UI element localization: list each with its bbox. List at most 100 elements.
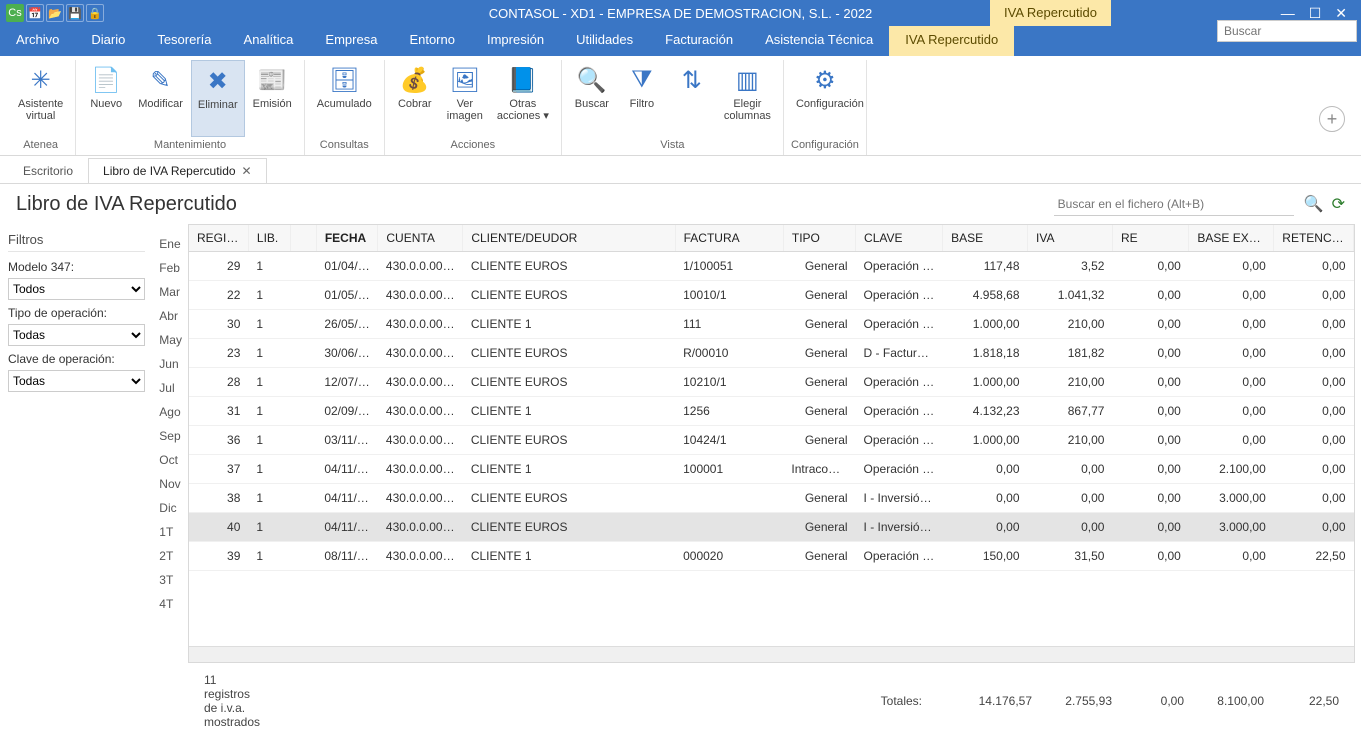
qat-lock-icon[interactable]: 🔒 [86,4,104,22]
menu-item-anal-tica[interactable]: Analítica [228,26,310,56]
cell-tipo: General [783,310,855,339]
col-ret[interactable]: RETENCIÓN [1274,225,1354,252]
qat-calendar-icon[interactable]: 📅 [26,4,44,22]
table-row[interactable]: 39108/11/…430.0.0.00001CLIENTE 1000020Ge… [189,542,1354,571]
month-2t[interactable]: 2T [153,544,188,568]
month-4t[interactable]: 4T [153,592,188,616]
ribbon-acumulado-button[interactable]: 🗄Acumulado [311,60,378,137]
col-cliente[interactable]: CLIENTE/DEUDOR [463,225,675,252]
col-cuenta[interactable]: CUENTA [378,225,463,252]
table-row[interactable]: 28112/07/…430.0.0.00000CLIENTE EUROS1021… [189,368,1354,397]
grid-search-input[interactable] [1054,192,1294,216]
table-row[interactable]: 36103/11/…430.0.0.00000CLIENTE EUROS1042… [189,426,1354,455]
cell-cliente: CLIENTE EUROS [463,281,675,310]
table-row[interactable]: 40104/11/…430.0.0.00000CLIENTE EUROSGene… [189,513,1354,542]
ribbon-configuracion-button[interactable]: ⚙Configuración [790,60,860,137]
table-row[interactable]: 22101/05/…430.0.0.00000CLIENTE EUROS1001… [189,281,1354,310]
ribbon-emision-button[interactable]: 📰Emisión [247,60,298,137]
cell-re: 0,00 [1112,368,1188,397]
doc-tab-libro-de-iva-repercutido[interactable]: Libro de IVA Repercutido✕ [88,158,267,183]
col-re[interactable]: RE [1112,225,1188,252]
month-nov[interactable]: Nov [153,472,188,496]
col-factura[interactable]: FACTURA [675,225,783,252]
cell-regist: 36 [189,426,248,455]
cell-cuenta: 430.0.0.00001 [378,310,463,339]
menu-item-diario[interactable]: Diario [75,26,141,56]
ribbon-ver-imagen-button[interactable]: 🖼Verimagen [441,60,489,137]
table-row[interactable]: 37104/11/…430.0.0.00001CLIENTE 1100001In… [189,455,1354,484]
menu-item-archivo[interactable]: Archivo [0,26,75,56]
month-sep[interactable]: Sep [153,424,188,448]
add-tab-button[interactable]: + [1319,106,1345,132]
maximize-button[interactable]: ☐ [1309,5,1322,22]
ribbon-modificar-button[interactable]: ✎Modificar [132,60,189,137]
menubar-search-input[interactable] [1217,20,1357,42]
ribbon-eliminar-button[interactable]: ✖Eliminar [191,60,245,137]
col-baseex[interactable]: BASE EXENTA [1189,225,1274,252]
doc-tab-escritorio[interactable]: Escritorio [8,158,88,183]
month-may[interactable]: May [153,328,188,352]
month-jun[interactable]: Jun [153,352,188,376]
cell-fecha: 03/11/… [316,426,378,455]
cell-regist: 23 [189,339,248,368]
col-lib[interactable]: LIB. [248,225,290,252]
search-icon[interactable]: 🔍 [1304,194,1324,214]
qat-save-icon[interactable]: 💾 [66,4,84,22]
qat-open-icon[interactable]: 📂 [46,4,64,22]
col-iva[interactable]: IVA [1028,225,1113,252]
menu-item-facturaci-n[interactable]: Facturación [649,26,749,56]
month-abr[interactable]: Abr [153,304,188,328]
refresh-icon[interactable]: ⟳ [1332,194,1345,214]
month-ago[interactable]: Ago [153,400,188,424]
menu-item-asistencia-t-cnica[interactable]: Asistencia Técnica [749,26,889,56]
modelo347-select[interactable]: Todos [8,278,145,300]
qat-app-icon[interactable]: Cs [6,4,24,22]
month-3t[interactable]: 3T [153,568,188,592]
col-regist[interactable]: REGIST… [189,225,248,252]
month-ene[interactable]: Ene [153,232,188,256]
ribbon-columnas-button[interactable]: ▥Elegircolumnas [718,60,777,137]
month-dic[interactable]: Dic [153,496,188,520]
menu-item-tesorer-a[interactable]: Tesorería [141,26,227,56]
ribbon-filtro-button[interactable]: ⧩Filtro [618,60,666,137]
menu-item-iva-repercutido[interactable]: IVA Repercutido [889,26,1014,56]
cell-base: 0,00 [943,513,1028,542]
cell-cliente: CLIENTE EUROS [463,252,675,281]
cell-factura: 100001 [675,455,783,484]
minimize-button[interactable]: — [1281,5,1295,22]
month-mar[interactable]: Mar [153,280,188,304]
month-1t[interactable]: 1T [153,520,188,544]
table-row[interactable]: 30126/05/…430.0.0.00001CLIENTE 1111Gener… [189,310,1354,339]
table-row[interactable]: 31102/09/…430.0.0.00001CLIENTE 11256Gene… [189,397,1354,426]
table-row[interactable]: 29101/04/…430.0.0.00000CLIENTE EUROS1/10… [189,252,1354,281]
month-oct[interactable]: Oct [153,448,188,472]
cell-cliente: CLIENTE 1 [463,310,675,339]
menu-item-impresi-n[interactable]: Impresión [471,26,560,56]
menu-item-entorno[interactable]: Entorno [393,26,471,56]
close-tab-icon[interactable]: ✕ [242,164,252,178]
horizontal-scrollbar[interactable] [189,646,1354,662]
ribbon-orden-button[interactable]: ⇅ [668,60,716,137]
tipo-operacion-select[interactable]: Todas [8,324,145,346]
clave-operacion-select[interactable]: Todas [8,370,145,392]
col-tipo[interactable]: TIPO [783,225,855,252]
ribbon-nuevo-button[interactable]: 📄Nuevo [82,60,130,137]
col-fecha[interactable]: FECHA [316,225,378,252]
ribbon-cobrar-button[interactable]: 💰Cobrar [391,60,439,137]
col-clave[interactable]: CLAVE [856,225,943,252]
table-row[interactable]: 23130/06/…430.0.0.00000CLIENTE EUROSR/00… [189,339,1354,368]
col-spacer[interactable] [291,225,316,252]
month-jul[interactable]: Jul [153,376,188,400]
col-base[interactable]: BASE [943,225,1028,252]
menu-item-empresa[interactable]: Empresa [309,26,393,56]
month-feb[interactable]: Feb [153,256,188,280]
close-button[interactable]: ✕ [1335,5,1347,22]
ribbon-otras-acciones-button[interactable]: 📘Otrasacciones ▾ [491,60,555,137]
cell-factura [675,513,783,542]
table-row[interactable]: 38104/11/…430.0.0.00000CLIENTE EUROSGene… [189,484,1354,513]
ribbon-asistente-button[interactable]: ✳Asistentevirtual [12,60,69,137]
cell-cuenta: 430.0.0.00000 [378,368,463,397]
menu-item-utilidades[interactable]: Utilidades [560,26,649,56]
ribbon-buscar-button[interactable]: 🔍Buscar [568,60,616,137]
cell-ret: 0,00 [1274,368,1354,397]
